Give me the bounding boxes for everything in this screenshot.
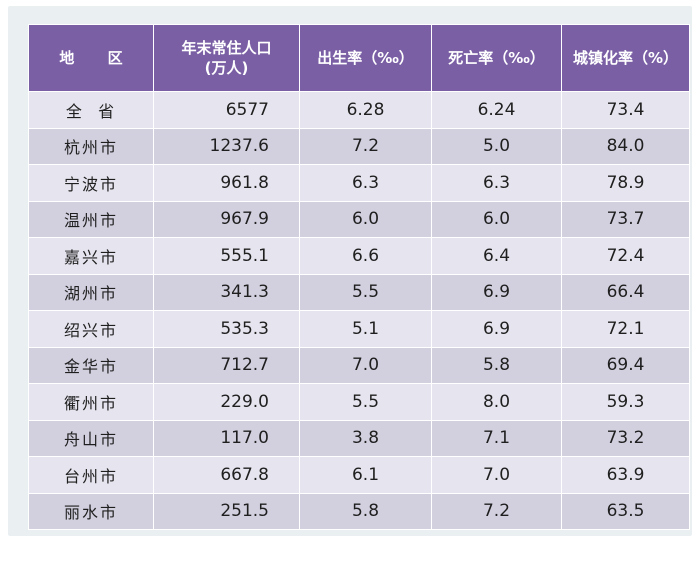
table-row: 宁波市 961.8 6.3 6.3 78.9 — [28, 164, 690, 202]
cell-birth-rate: 5.1 — [299, 310, 432, 348]
cell-urbanization-rate: 59.3 — [561, 383, 690, 421]
table-row: 舟山市 117.0 3.8 7.1 73.2 — [28, 419, 690, 457]
cell-death-rate: 6.0 — [431, 200, 562, 238]
cell-region: 绍兴市 — [28, 310, 154, 348]
header-region-label: 地 区 — [59, 49, 137, 67]
cell-death-rate: 6.9 — [431, 273, 562, 311]
cell-region: 金华市 — [28, 346, 154, 384]
header-birth-rate-label: 出生率（‰） — [317, 49, 414, 67]
cell-death-rate: 8.0 — [431, 383, 562, 421]
cell-birth-rate: 5.5 — [299, 273, 432, 311]
cell-urbanization-rate: 73.2 — [561, 419, 690, 457]
table-row: 温州市 967.9 6.0 6.0 73.7 — [28, 200, 690, 238]
cell-urbanization-rate: 63.9 — [561, 456, 690, 494]
table-row: 绍兴市 535.3 5.1 6.9 72.1 — [28, 310, 690, 348]
cell-population: 555.1 — [153, 237, 300, 275]
cell-birth-rate: 6.3 — [299, 164, 432, 202]
cell-urbanization-rate: 78.9 — [561, 164, 690, 202]
cell-urbanization-rate: 73.4 — [561, 91, 690, 129]
header-population: 年末常住人口 (万人) — [153, 24, 300, 92]
cell-birth-rate: 5.5 — [299, 383, 432, 421]
table-row: 嘉兴市 555.1 6.6 6.4 72.4 — [28, 237, 690, 275]
cell-death-rate: 5.8 — [431, 346, 562, 384]
cell-birth-rate: 3.8 — [299, 419, 432, 457]
cell-population: 251.5 — [153, 492, 300, 530]
cell-urbanization-rate: 73.7 — [561, 200, 690, 238]
cell-region: 温州市 — [28, 200, 154, 238]
table-row: 全 省 6577 6.28 6.24 73.4 — [28, 91, 690, 129]
cell-birth-rate: 6.28 — [299, 91, 432, 129]
table-row: 衢州市 229.0 5.5 8.0 59.3 — [28, 383, 690, 421]
header-row: 地 区 年末常住人口 (万人) 出生率（‰） 死亡率（‰） 城镇化率（%） — [28, 24, 690, 92]
cell-population: 6577 — [153, 91, 300, 129]
cell-urbanization-rate: 66.4 — [561, 273, 690, 311]
cell-region: 杭州市 — [28, 127, 154, 165]
cell-urbanization-rate: 84.0 — [561, 127, 690, 165]
cell-death-rate: 6.24 — [431, 91, 562, 129]
cell-population: 712.7 — [153, 346, 300, 384]
cell-region: 全 省 — [28, 91, 154, 129]
cell-death-rate: 5.0 — [431, 127, 562, 165]
cell-urbanization-rate: 72.4 — [561, 237, 690, 275]
cell-birth-rate: 5.8 — [299, 492, 432, 530]
cell-urbanization-rate: 69.4 — [561, 346, 690, 384]
cell-region: 宁波市 — [28, 164, 154, 202]
cell-death-rate: 7.0 — [431, 456, 562, 494]
cell-birth-rate: 7.0 — [299, 346, 432, 384]
cell-region: 舟山市 — [28, 419, 154, 457]
header-urbanization-rate: 城镇化率（%） — [561, 24, 690, 92]
cell-urbanization-rate: 72.1 — [561, 310, 690, 348]
cell-population: 1237.6 — [153, 127, 300, 165]
header-urbanization-rate-label: 城镇化率（%） — [572, 49, 679, 67]
table-row: 杭州市 1237.6 7.2 5.0 84.0 — [28, 127, 690, 165]
cell-urbanization-rate: 63.5 — [561, 492, 690, 530]
header-death-rate-label: 死亡率（‰） — [448, 49, 545, 67]
table-row: 台州市 667.8 6.1 7.0 63.9 — [28, 456, 690, 494]
population-table: 地 区 年末常住人口 (万人) 出生率（‰） 死亡率（‰） 城镇化率（%） — [28, 24, 690, 530]
header-death-rate: 死亡率（‰） — [431, 24, 562, 92]
cell-death-rate: 7.2 — [431, 492, 562, 530]
cell-population: 341.3 — [153, 273, 300, 311]
table-row: 湖州市 341.3 5.5 6.9 66.4 — [28, 273, 690, 311]
table-row: 金华市 712.7 7.0 5.8 69.4 — [28, 346, 690, 384]
cell-birth-rate: 6.0 — [299, 200, 432, 238]
cell-birth-rate: 6.1 — [299, 456, 432, 494]
cell-population: 961.8 — [153, 164, 300, 202]
cell-region: 湖州市 — [28, 273, 154, 311]
cell-birth-rate: 7.2 — [299, 127, 432, 165]
cell-region: 衢州市 — [28, 383, 154, 421]
header-region: 地 区 — [28, 24, 154, 92]
cell-population: 229.0 — [153, 383, 300, 421]
cell-death-rate: 6.4 — [431, 237, 562, 275]
cell-region: 嘉兴市 — [28, 237, 154, 275]
table-board: 地 区 年末常住人口 (万人) 出生率（‰） 死亡率（‰） 城镇化率（%） — [8, 6, 692, 536]
cell-population: 667.8 — [153, 456, 300, 494]
header-birth-rate: 出生率（‰） — [299, 24, 432, 92]
cell-population: 967.9 — [153, 200, 300, 238]
cell-birth-rate: 6.6 — [299, 237, 432, 275]
cell-region: 台州市 — [28, 456, 154, 494]
cell-region: 丽水市 — [28, 492, 154, 530]
cell-death-rate: 7.1 — [431, 419, 562, 457]
cell-population: 535.3 — [153, 310, 300, 348]
cell-population: 117.0 — [153, 419, 300, 457]
table-row: 丽水市 251.5 5.8 7.2 63.5 — [28, 492, 690, 530]
header-population-label: 年末常住人口 (万人) — [181, 39, 272, 77]
cell-death-rate: 6.9 — [431, 310, 562, 348]
cell-death-rate: 6.3 — [431, 164, 562, 202]
